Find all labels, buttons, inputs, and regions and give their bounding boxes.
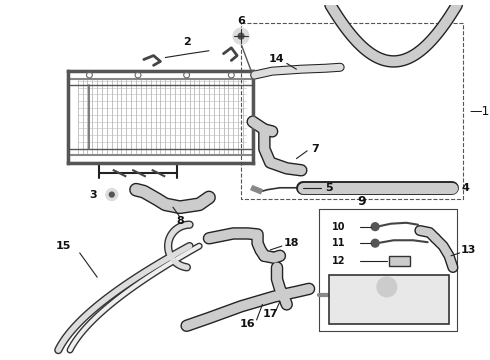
Text: 12: 12	[332, 256, 346, 266]
Text: 3: 3	[90, 190, 97, 199]
Text: 15: 15	[55, 241, 71, 251]
Text: 18: 18	[284, 238, 299, 248]
Circle shape	[238, 33, 244, 39]
Text: 14: 14	[269, 54, 285, 63]
Text: 9: 9	[357, 195, 366, 208]
Bar	[328, 275, 449, 324]
Circle shape	[106, 189, 118, 201]
Text: 7: 7	[311, 144, 319, 154]
Text: 6: 6	[237, 15, 245, 26]
Circle shape	[377, 277, 396, 297]
Circle shape	[109, 192, 114, 197]
Text: 10: 10	[332, 222, 346, 231]
Circle shape	[371, 239, 379, 247]
Text: 2: 2	[183, 37, 191, 47]
Text: 11: 11	[332, 238, 346, 248]
Circle shape	[371, 223, 379, 230]
Circle shape	[233, 28, 249, 44]
Bar	[389, 256, 410, 266]
Text: —1: —1	[469, 105, 490, 118]
Text: 17: 17	[263, 309, 278, 319]
Text: 8: 8	[176, 216, 184, 226]
Text: 16: 16	[240, 319, 256, 329]
Text: 13: 13	[461, 245, 476, 255]
Polygon shape	[251, 186, 263, 194]
Text: 4: 4	[462, 183, 469, 193]
Text: 5: 5	[325, 183, 333, 193]
